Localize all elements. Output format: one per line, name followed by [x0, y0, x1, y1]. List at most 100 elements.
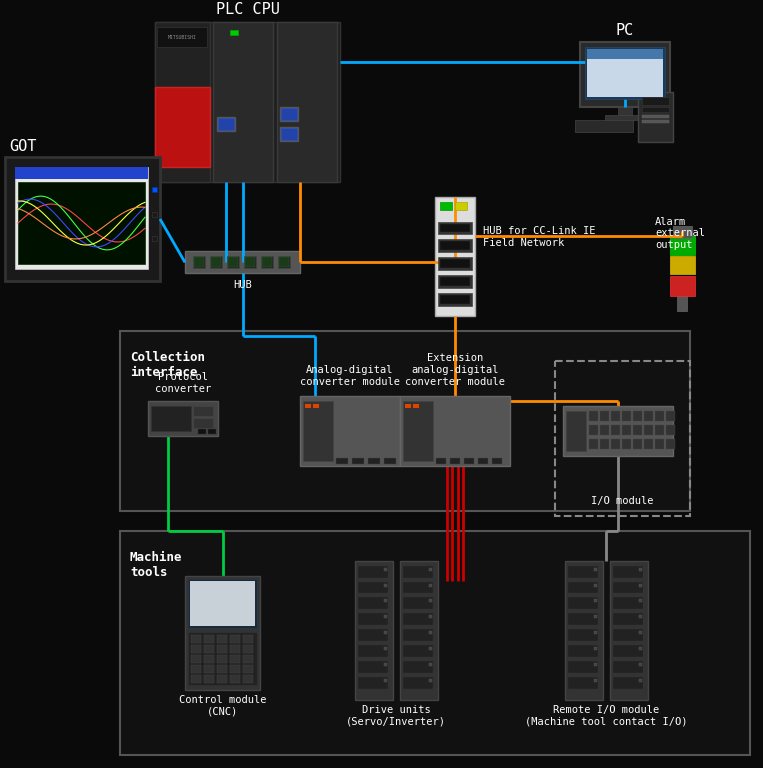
Bar — [400, 561, 438, 700]
Bar — [230, 645, 240, 654]
Bar — [243, 635, 253, 644]
Bar — [666, 411, 675, 421]
Bar — [478, 458, 488, 464]
Bar — [429, 679, 432, 682]
Bar — [384, 568, 387, 571]
Bar — [358, 677, 388, 689]
Bar — [611, 411, 620, 421]
Text: Analog-digital
converter module: Analog-digital converter module — [300, 366, 400, 387]
Bar — [5, 157, 160, 281]
Bar — [666, 439, 675, 449]
Bar — [633, 425, 642, 435]
Text: MITSUBISHI: MITSUBISHI — [168, 35, 196, 39]
Bar — [262, 257, 272, 267]
Bar — [642, 120, 669, 123]
Bar — [358, 598, 388, 610]
Bar — [670, 257, 695, 274]
Bar — [613, 630, 643, 641]
Bar — [384, 458, 396, 464]
Bar — [217, 675, 227, 684]
Bar — [438, 276, 472, 288]
Bar — [358, 661, 388, 674]
Bar — [358, 581, 388, 594]
Bar — [352, 458, 364, 464]
Bar — [400, 396, 510, 466]
Bar — [230, 30, 238, 35]
Bar — [594, 584, 597, 587]
Bar — [191, 665, 201, 674]
Bar — [429, 568, 432, 571]
Text: PLC CPU: PLC CPU — [216, 2, 279, 17]
Bar — [642, 114, 669, 118]
Bar — [587, 49, 663, 97]
Text: HUB: HUB — [233, 280, 252, 290]
Bar — [670, 276, 695, 296]
Bar — [642, 107, 669, 112]
Bar — [403, 661, 433, 674]
Bar — [594, 600, 597, 602]
Bar — [429, 647, 432, 650]
Bar — [403, 598, 433, 610]
Bar — [148, 401, 218, 436]
Bar — [303, 401, 333, 461]
Bar — [440, 277, 470, 286]
Bar — [613, 677, 643, 689]
Bar — [305, 404, 311, 408]
Bar — [403, 614, 433, 625]
Bar — [613, 598, 643, 610]
Bar — [243, 675, 253, 684]
Bar — [403, 581, 433, 594]
Bar — [429, 584, 432, 587]
Bar — [198, 429, 206, 434]
Bar — [213, 22, 273, 181]
Bar — [278, 257, 290, 268]
Bar — [217, 655, 227, 664]
Bar — [188, 632, 257, 685]
Bar — [613, 565, 643, 578]
Bar — [280, 127, 298, 141]
Bar — [580, 42, 670, 107]
Bar — [191, 655, 201, 664]
Bar — [622, 411, 631, 421]
Bar — [413, 404, 419, 408]
Bar — [575, 120, 633, 132]
Bar — [440, 260, 470, 268]
Bar — [589, 411, 598, 421]
Bar — [281, 108, 297, 120]
Bar — [613, 614, 643, 625]
Bar — [450, 458, 460, 464]
Bar — [152, 211, 157, 217]
Bar — [245, 257, 255, 267]
Bar — [227, 257, 239, 268]
Bar — [204, 635, 214, 644]
Bar — [204, 675, 214, 684]
Bar — [655, 439, 664, 449]
Bar — [15, 167, 148, 270]
Bar — [218, 118, 234, 130]
Bar — [384, 600, 387, 602]
Bar — [403, 565, 433, 578]
Bar — [610, 561, 648, 700]
Bar — [204, 645, 214, 654]
Bar — [440, 241, 470, 250]
Bar — [568, 565, 598, 578]
Bar — [243, 645, 253, 654]
Text: HUB for CC-Link IE
Field Network: HUB for CC-Link IE Field Network — [483, 227, 595, 248]
Bar — [155, 22, 340, 181]
Bar — [429, 615, 432, 618]
Bar — [152, 237, 157, 241]
Bar — [568, 598, 598, 610]
Bar — [440, 201, 452, 210]
Bar — [204, 655, 214, 664]
Bar — [261, 257, 273, 268]
Text: Alarm
external
output: Alarm external output — [655, 217, 705, 250]
Bar — [403, 630, 433, 641]
Text: I/O module: I/O module — [591, 495, 654, 506]
Text: Control module
(CNC): Control module (CNC) — [179, 695, 266, 717]
Bar — [594, 647, 597, 650]
Bar — [243, 665, 253, 674]
Bar — [185, 575, 260, 690]
Bar — [384, 679, 387, 682]
Bar — [194, 257, 204, 267]
Bar — [622, 425, 631, 435]
